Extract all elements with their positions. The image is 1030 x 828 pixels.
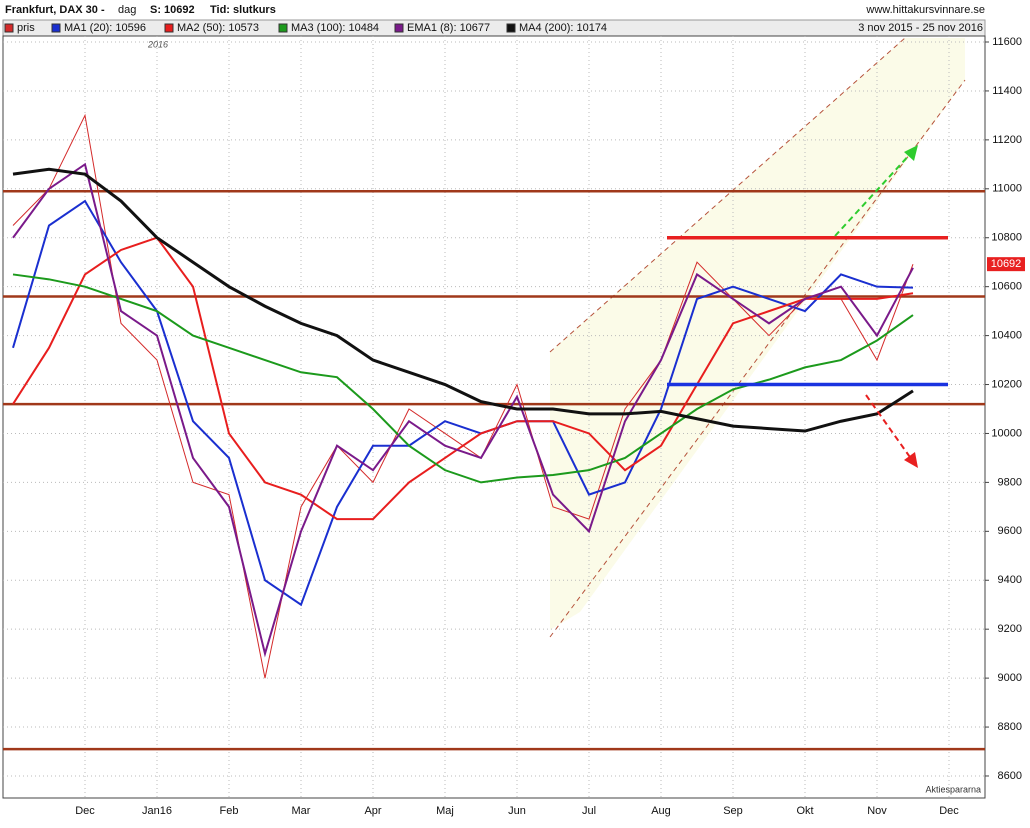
plot — [3, 113, 985, 751]
series-line — [12, 236, 914, 521]
x-tick-label: Aug — [651, 805, 671, 817]
x-tick-label: Jul — [582, 805, 596, 817]
legend-label: pris — [17, 22, 35, 34]
y-tick-label: 11600 — [992, 36, 1022, 48]
y-tick-label: 10400 — [991, 330, 1022, 342]
channel-line — [549, 37, 906, 353]
chart-title: Frankfurt, DAX 30 - — [5, 4, 105, 16]
x-tick-label: Jun — [508, 805, 526, 817]
y-tick-label: 10000 — [991, 427, 1022, 439]
y-tick-label: 9200 — [998, 623, 1022, 635]
legend-bar — [2, 19, 986, 37]
channel-shade — [550, 38, 965, 630]
period: dag — [118, 4, 136, 16]
x-tick-label: Maj — [436, 805, 454, 817]
y-tick-label: 11000 — [992, 183, 1022, 195]
up-arrow — [834, 151, 913, 237]
legend-swatch — [278, 23, 288, 33]
source: www.hittakursvinnare.se — [865, 4, 985, 16]
y-tick-label: 9000 — [998, 672, 1022, 684]
y-tick-label: 9400 — [998, 574, 1022, 586]
legend-label: MA4 (200): 10174 — [519, 22, 607, 34]
legend-label: EMA1 (8): 10677 — [407, 22, 490, 34]
mode: Tid: slutkurs — [210, 4, 276, 16]
x-tick-label: Okt — [796, 805, 813, 817]
channel-line — [549, 79, 966, 638]
x-tick-label: Nov — [867, 805, 887, 817]
status: S: 10692 — [150, 4, 195, 16]
series-line — [12, 162, 914, 658]
legend-swatch — [164, 23, 174, 33]
x-tick-label: Jan16 — [142, 805, 172, 817]
date-range: 3 nov 2015 - 25 nov 2016 — [858, 22, 983, 34]
series-line — [12, 199, 914, 607]
y-tick-label: 10800 — [991, 232, 1022, 244]
x-tick-label: Apr — [364, 805, 381, 817]
x-tick-label: Mar — [292, 805, 311, 817]
y-tick-label: 8800 — [998, 721, 1022, 733]
legend-label: MA1 (20): 10596 — [64, 22, 146, 34]
legend-label: MA2 (50): 10573 — [177, 22, 259, 34]
down-arrow — [865, 394, 913, 461]
last-price-tag — [987, 257, 1025, 272]
x-tick-label: Dec — [939, 805, 959, 817]
last-price-label: 10692 — [991, 258, 1022, 270]
legend-swatch — [394, 23, 404, 33]
up-arrowhead — [904, 145, 918, 161]
y-tick-label: 10600 — [991, 281, 1022, 293]
x-tick-label: Dec — [75, 805, 95, 817]
y-tick-label: 9600 — [998, 525, 1022, 537]
x-tick-label: Sep — [723, 805, 743, 817]
legend-label: MA3 (100): 10484 — [291, 22, 379, 34]
legend-swatch — [51, 23, 61, 33]
y-tick-label: 10200 — [991, 378, 1022, 390]
year-mark: 2016 — [147, 39, 168, 49]
x-tick-label: Feb — [220, 805, 239, 817]
y-tick-label: 11400 — [992, 85, 1022, 97]
legend-swatch — [506, 23, 516, 33]
series-line — [12, 167, 914, 433]
y-tick-label: 8600 — [998, 770, 1022, 782]
y-tick-label: 11200 — [992, 134, 1022, 146]
grid — [3, 36, 985, 798]
series-line — [12, 273, 914, 484]
down-arrowhead — [904, 452, 918, 468]
watermark: Aktiespararna — [925, 784, 981, 794]
y-tick-label: 9800 — [998, 476, 1022, 488]
legend-swatch — [4, 23, 14, 33]
